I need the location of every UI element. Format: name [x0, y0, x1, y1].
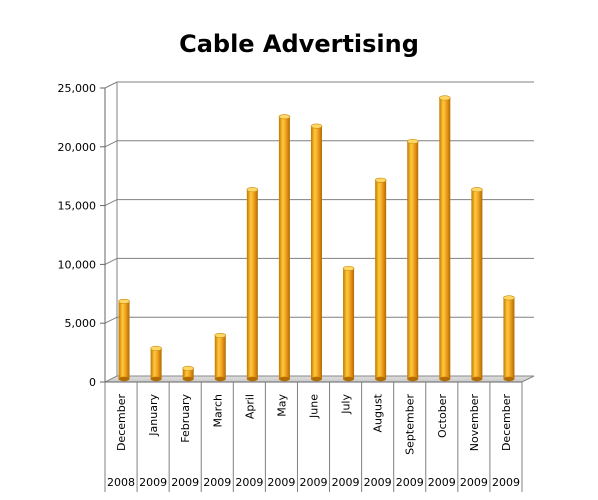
bars — [118, 95, 515, 382]
year-label: 2009 — [171, 476, 199, 489]
bar-base — [214, 376, 226, 382]
bar-body — [311, 126, 322, 379]
bar-body — [246, 189, 258, 379]
y-tick-label: 5,000 — [65, 317, 97, 330]
x-tick-label: August — [372, 393, 385, 432]
bar-base — [311, 376, 322, 382]
bar-body — [503, 297, 515, 379]
x-tick-label: January — [147, 394, 160, 437]
axis-labels: 0 5,000 10,000 15,000 20,000 25,000 December 20… — [58, 82, 520, 489]
bar — [374, 177, 387, 382]
bar — [182, 365, 194, 382]
bar-body — [118, 301, 130, 379]
gridlines — [104, 81, 534, 324]
y-tick-label: 0 — [89, 376, 96, 389]
bar-base — [471, 376, 483, 382]
bar-base — [407, 376, 419, 382]
bar-base — [246, 376, 258, 382]
y-tick-label: 15,000 — [58, 200, 97, 213]
bar-base — [150, 376, 162, 382]
bar — [278, 114, 291, 382]
bar-base — [343, 376, 355, 382]
year-label: 2009 — [139, 476, 167, 489]
bar — [406, 138, 419, 382]
bar-body — [471, 189, 483, 379]
bar — [150, 345, 162, 382]
x-tick-label: April — [243, 394, 256, 419]
year-label: 2009 — [428, 476, 456, 489]
bar-top — [471, 187, 483, 193]
bar-top — [406, 138, 419, 144]
gridline-depth — [104, 140, 118, 148]
gridline-depth — [104, 81, 118, 89]
bar-top — [150, 345, 162, 351]
year-label: 2009 — [267, 476, 295, 489]
bar — [310, 123, 323, 382]
year-label: 2009 — [492, 476, 520, 489]
y-tick-label: 20,000 — [58, 141, 97, 154]
year-label: 2009 — [300, 476, 328, 489]
bar-top — [503, 295, 515, 301]
bar-body — [375, 180, 387, 379]
bar-body — [182, 368, 194, 379]
chart-title: Cable Advertising — [179, 30, 419, 58]
bar-body — [407, 141, 419, 379]
x-tick-label: December — [115, 394, 128, 452]
year-label: 2009 — [332, 476, 360, 489]
bar-top — [342, 265, 355, 271]
bar — [439, 95, 451, 382]
bar-top — [374, 177, 387, 183]
gridline-depth — [104, 316, 118, 324]
bar-base — [278, 376, 290, 382]
bar-base — [375, 376, 387, 382]
year-label: 2008 — [107, 476, 135, 489]
bar — [342, 265, 355, 382]
bar-top — [439, 95, 451, 101]
bar-top — [278, 114, 291, 120]
bar-top — [214, 332, 227, 338]
x-tick-label: May — [275, 394, 288, 417]
bar-body — [278, 116, 290, 379]
gridline-depth — [104, 257, 118, 265]
x-tick-label: October — [436, 394, 449, 438]
year-label: 2009 — [460, 476, 488, 489]
bar — [471, 187, 483, 382]
bar-top — [118, 298, 130, 304]
x-tick-label: March — [211, 394, 224, 428]
bar — [246, 187, 259, 382]
bar — [214, 332, 227, 382]
year-label: 2009 — [396, 476, 424, 489]
bar — [503, 295, 515, 382]
x-tick-label: December — [500, 394, 513, 452]
bar-body — [214, 335, 226, 379]
bar-top — [310, 123, 323, 129]
bar-top — [246, 187, 259, 193]
year-label: 2009 — [203, 476, 231, 489]
x-tick-label: February — [179, 394, 192, 443]
year-label: 2009 — [364, 476, 392, 489]
x-tick-label: November — [468, 394, 481, 452]
bar-base — [118, 376, 130, 382]
bar — [118, 298, 130, 382]
bar-body — [150, 348, 162, 379]
bar-body — [439, 97, 451, 379]
y-tick-label: 10,000 — [58, 258, 97, 271]
x-tick-label: June — [308, 394, 321, 419]
gridline-depth — [104, 199, 118, 207]
x-tick-label: July — [340, 394, 353, 415]
bar-top — [182, 365, 194, 371]
bar-base — [439, 376, 451, 382]
year-label: 2009 — [235, 476, 263, 489]
bar-body — [343, 268, 355, 379]
x-tick-label: September — [404, 394, 417, 455]
y-tick-label: 25,000 — [58, 82, 97, 95]
bar-base — [182, 376, 194, 382]
bar-base — [503, 376, 515, 382]
